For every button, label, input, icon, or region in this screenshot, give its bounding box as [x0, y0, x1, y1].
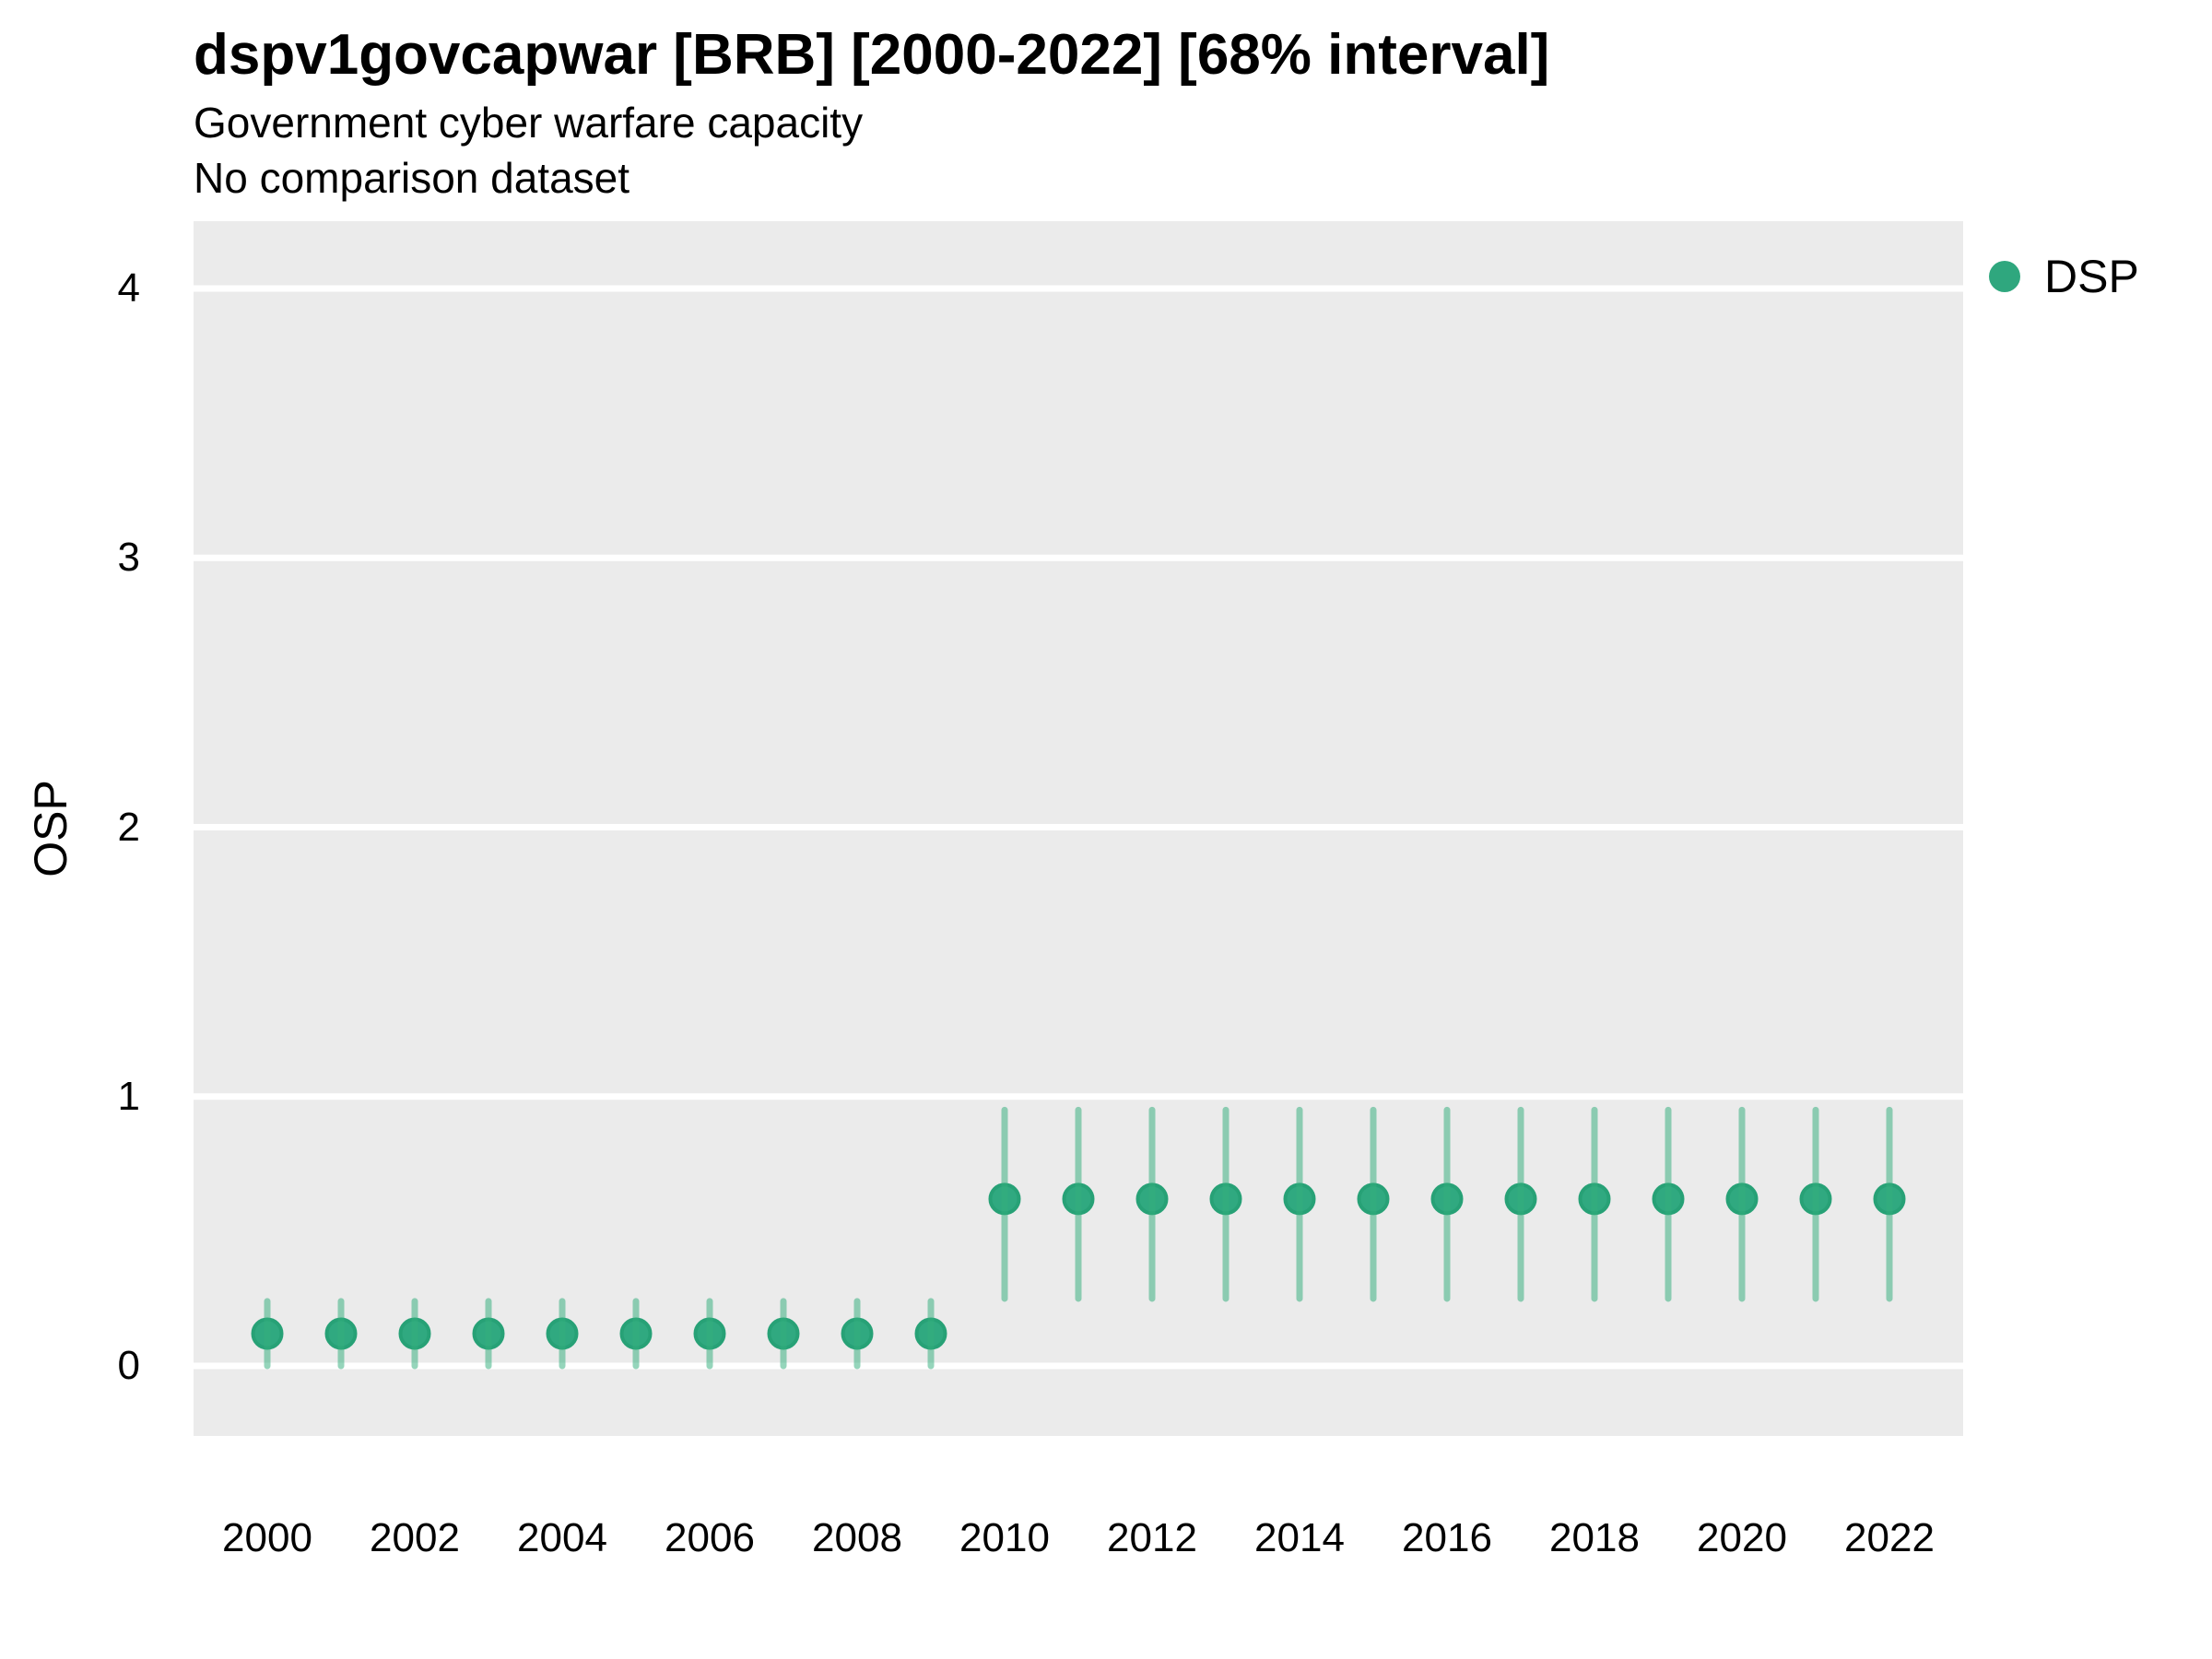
x-tick-label: 2012	[1107, 1515, 1197, 1560]
plot-panel	[194, 221, 1963, 1436]
x-tick-label: 2008	[812, 1515, 902, 1560]
chart-subtitle: Government cyber warfare capacity	[194, 99, 864, 147]
x-tick-label: 2000	[222, 1515, 312, 1560]
x-tick-label: 2006	[665, 1515, 755, 1560]
chart-title: dspv1govcapwar [BRB] [2000-2022] [68% in…	[194, 23, 1550, 87]
x-tick-label: 2022	[1844, 1515, 1935, 1560]
chart-note: No comparison dataset	[194, 154, 630, 202]
y-tick-label: 3	[117, 535, 140, 581]
x-tick-label: 2004	[517, 1515, 607, 1560]
x-tick-label: 2018	[1549, 1515, 1640, 1560]
x-tick-label: 2002	[370, 1515, 460, 1560]
x-tick-label: 2010	[959, 1515, 1050, 1560]
y-tick-label: 0	[117, 1343, 140, 1389]
y-tick-label: 2	[117, 804, 140, 850]
pointrange-plot	[194, 285, 1963, 1370]
legend-label: DSP	[2044, 251, 2139, 302]
y-tick-label: 4	[117, 265, 140, 312]
legend: DSP	[1989, 248, 2139, 305]
legend-point-icon	[1989, 261, 2020, 292]
x-tick-label: 2014	[1254, 1515, 1345, 1560]
x-tick-label: 2016	[1402, 1515, 1492, 1560]
x-tick-label: 2020	[1697, 1515, 1787, 1560]
y-tick-label: 1	[117, 1073, 140, 1119]
